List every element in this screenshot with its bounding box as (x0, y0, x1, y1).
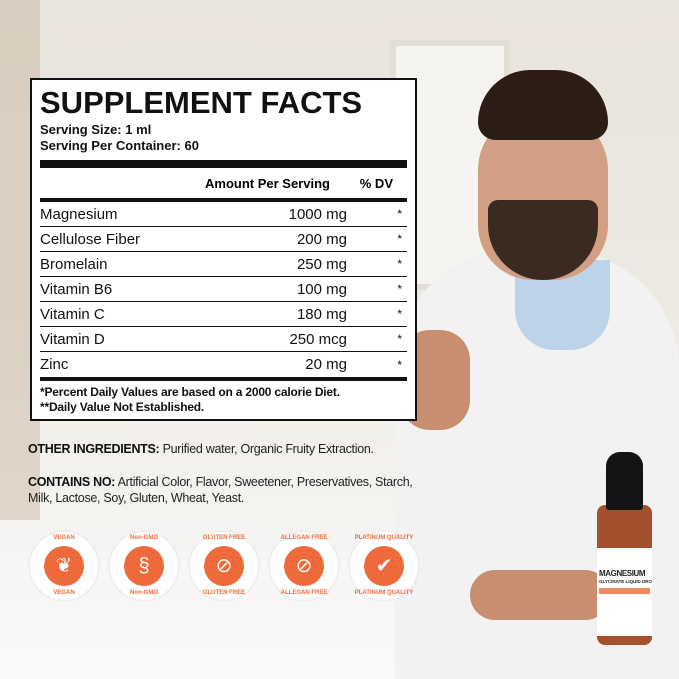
badge-label: Non-GMO (130, 535, 158, 541)
badge-label: ALLEGAN FREE (280, 535, 328, 541)
nutrient-name: Vitamin C (40, 305, 105, 323)
badge-label: GLUTEN FREE (202, 535, 246, 541)
badge-non-gmo: Non-GMO § Non-GMO (110, 532, 178, 600)
nutrient-row: Zinc 20 mg * (40, 352, 407, 377)
badge-label: Non-GMO (130, 590, 158, 596)
badge-row: VEGAN ❦ VEGAN Non-GMO § Non-GMO GLUTEN FREE ⊘ GL… (30, 532, 428, 600)
nutrient-amount: 200 mg (296, 230, 347, 248)
nutrient-name: Zinc (40, 356, 69, 373)
bottle-label: MAGNESIUM GLYCINATE LIQUID DROPS (597, 548, 652, 636)
nutrient-row: Cellulose Fiber 200 mg * (40, 227, 407, 252)
badge-platinum-quality: PLATINUM QUALITY ✔ PLATINUM QUALITY (350, 532, 418, 600)
nutrient-dv: * (397, 232, 402, 246)
badge-label: PLATINUM QUALITY (354, 535, 414, 541)
nutrient-row: Vitamin D 250 mcg * (40, 327, 407, 352)
footnotes: *Percent Daily Values are based on a 200… (40, 377, 407, 415)
nutrient-amount: 250 mcg (289, 330, 347, 348)
nutrient-table: Magnesium 1000 mg * Cellulose Fiber 200 mg * B… (40, 202, 407, 377)
nutrient-row: Vitamin C 180 mg * (40, 302, 407, 327)
divider (40, 160, 407, 168)
other-ingredients: OTHER INGREDIENTS: Purified water, Organ… (28, 441, 428, 457)
leaf-icon: ❦ (44, 546, 84, 586)
badge-label: VEGAN (53, 535, 75, 541)
bottle-brand: MAGNESIUM (599, 569, 646, 578)
shield-check-icon: ✔ (364, 546, 404, 586)
nutrient-amount: 100 mg (296, 280, 347, 298)
contains-no-label: CONTAINS NO: (28, 475, 116, 489)
footnote: *Percent Daily Values are based on a 200… (40, 385, 340, 399)
resting-hand (470, 570, 610, 620)
nutrient-dv: * (397, 332, 402, 346)
nutrient-amount: 250 mg (296, 255, 347, 273)
panel-title: SUPPLEMENT FACTS (40, 85, 363, 120)
badge-allegan-free: ALLEGAN FREE ⊘ ALLEGAN FREE (270, 532, 338, 600)
nutrient-dv: * (397, 357, 402, 372)
nutrient-name: Magnesium (40, 205, 118, 223)
nutrient-name: Vitamin B6 (40, 280, 113, 298)
nutrient-dv: * (397, 257, 402, 271)
dropper-cap (606, 452, 643, 510)
nutrient-name: Vitamin D (40, 330, 105, 348)
allergen-crossed-icon: ⊘ (284, 546, 324, 586)
nutrient-dv: * (397, 207, 402, 221)
footnote: **Daily Value Not Established. (40, 400, 205, 414)
nutrient-amount: 1000 mg (288, 205, 347, 223)
nutrient-row: Magnesium 1000 mg * (40, 202, 407, 227)
badge-label: PLATINUM QUALITY (354, 590, 414, 596)
other-ingredients-label: OTHER INGREDIENTS: (28, 442, 160, 456)
dna-icon: § (124, 546, 164, 586)
nutrient-dv: * (397, 282, 402, 296)
nutrient-row: Vitamin B6 100 mg * (40, 277, 407, 302)
badge-label: VEGAN (53, 590, 75, 596)
contains-no-text: Artificial Color, Flavor, Sweetener, Pre… (28, 475, 413, 505)
doctor-hair (478, 70, 608, 140)
badge-vegan: VEGAN ❦ VEGAN (30, 532, 98, 600)
nutrient-dv: * (397, 307, 402, 321)
other-ingredients-text: Purified water, Organic Fruity Extractio… (159, 442, 374, 456)
divider (40, 198, 407, 202)
wheat-crossed-icon: ⊘ (204, 546, 244, 586)
supplement-facts-panel: SUPPLEMENT FACTS Serving Size: 1 ml Serv… (30, 78, 417, 421)
table-header: Amount Per Serving % DV (40, 168, 407, 198)
badge-gluten-free: GLUTEN FREE ⊘ GLUTEN FREE (190, 532, 258, 600)
nutrient-row: Bromelain 250 mg * (40, 252, 407, 277)
nutrient-amount: 20 mg (305, 356, 347, 373)
left-column: SUPPLEMENT FACTS Serving Size: 1 ml Serv… (28, 78, 428, 600)
col-dv: % DV (359, 175, 393, 191)
serving-size: Serving Size: 1 ml (40, 122, 152, 137)
serving-per-container: Serving Per Container: 60 (40, 138, 199, 153)
nutrient-amount: 180 mg (296, 305, 347, 323)
contains-no: CONTAINS NO: Artificial Color, Flavor, S… (28, 474, 428, 506)
badge-label: GLUTEN FREE (202, 590, 246, 596)
nutrient-name: Bromelain (40, 255, 108, 273)
badge-label: ALLEGAN FREE (280, 590, 328, 596)
nutrient-name: Cellulose Fiber (40, 230, 141, 248)
col-amount: Amount Per Serving (205, 175, 330, 191)
bottle-subtitle: GLYCINATE LIQUID DROPS (599, 579, 652, 584)
